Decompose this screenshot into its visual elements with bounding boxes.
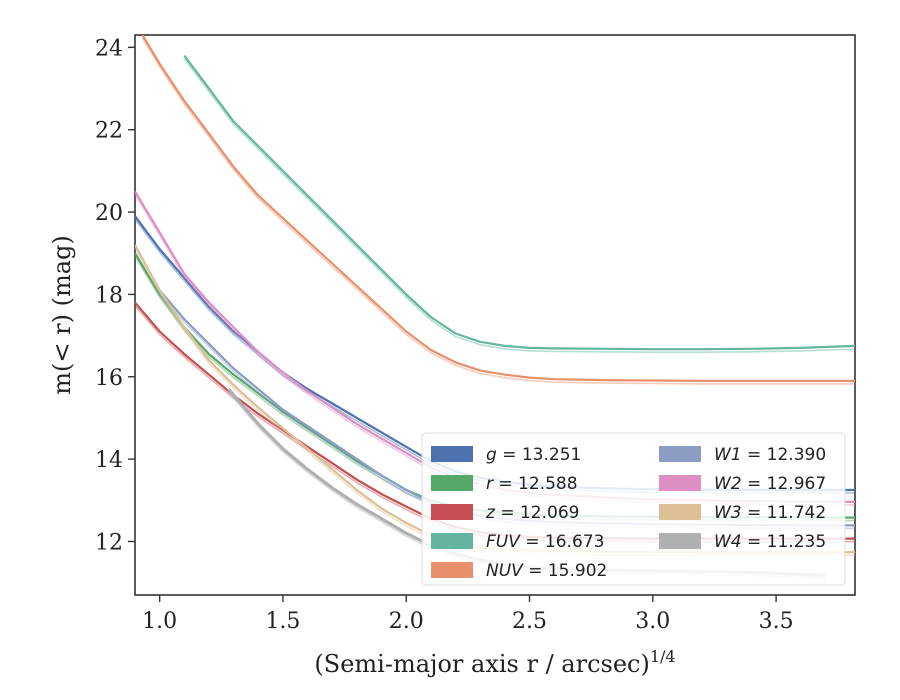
x-axis: 1.0 1.5 2.0 2.5 3.0 3.5 (142, 595, 794, 634)
legend-label-fuv: FUV = 16.673 (486, 532, 604, 552)
y-tick-label: 18 (95, 283, 123, 308)
legend-label-w4: W4 = 11.235 (714, 532, 826, 552)
x-tick-label: 3.5 (759, 609, 794, 634)
legend-label-r: r = 12.588 (486, 474, 578, 494)
legend-label-w1: W1 = 12.390 (714, 445, 826, 465)
legend-swatch-fuv (431, 533, 473, 549)
legend-label-w2: W2 = 12.967 (714, 474, 826, 494)
plot-frame (134, 34, 856, 596)
legend-swatch-z (431, 504, 473, 520)
legend-label-nuv: NUV = 15.902 (486, 561, 607, 581)
x-axis-label: (Semi-major axis r / arcsec)1/4 (314, 647, 675, 678)
legend: g = 13.251 r = 12.588 z = 12.069 FUV = 16.6… (421, 432, 846, 586)
legend-swatch-w3 (659, 504, 701, 520)
legend-label-g: g = 13.251 (486, 445, 581, 465)
x-tick-label: 3.0 (635, 609, 670, 634)
series-line-nuv-band (141, 37, 855, 385)
legend-swatch-g (431, 446, 473, 462)
y-axis: 12 14 16 18 20 22 24 (95, 36, 135, 555)
x-tick-label: 2.5 (512, 609, 547, 634)
y-tick-label: 16 (95, 366, 123, 391)
legend-swatch-w4 (659, 533, 701, 549)
x-tick-label: 2.0 (389, 609, 424, 634)
y-tick-label: 20 (95, 201, 123, 226)
legend-label-w3: W3 = 11.742 (714, 503, 826, 523)
y-tick-label: 22 (95, 119, 123, 144)
legend-box (421, 432, 846, 586)
y-tick-label: 12 (95, 530, 123, 555)
y-tick-label: 14 (95, 448, 123, 473)
legend-label-z: z = 12.069 (485, 503, 579, 523)
legend-swatch-nuv (431, 562, 473, 578)
legend-swatch-w2 (659, 475, 701, 491)
x-tick-label: 1.5 (265, 609, 300, 634)
x-tick-label: 1.0 (142, 609, 177, 634)
legend-swatch-r (431, 475, 473, 491)
y-tick-label: 24 (95, 36, 123, 61)
x-axis-label-exponent: 1/4 (650, 647, 676, 666)
series-line-fuv-band (183, 58, 855, 354)
series-line-nuv (141, 35, 855, 382)
x-axis-label-text: (Semi-major axis r / arcsec) (314, 650, 649, 678)
legend-swatch-w1 (659, 446, 701, 462)
y-axis-label: m(< r) (mag) (48, 235, 76, 394)
series-line-fuv (183, 54, 855, 351)
